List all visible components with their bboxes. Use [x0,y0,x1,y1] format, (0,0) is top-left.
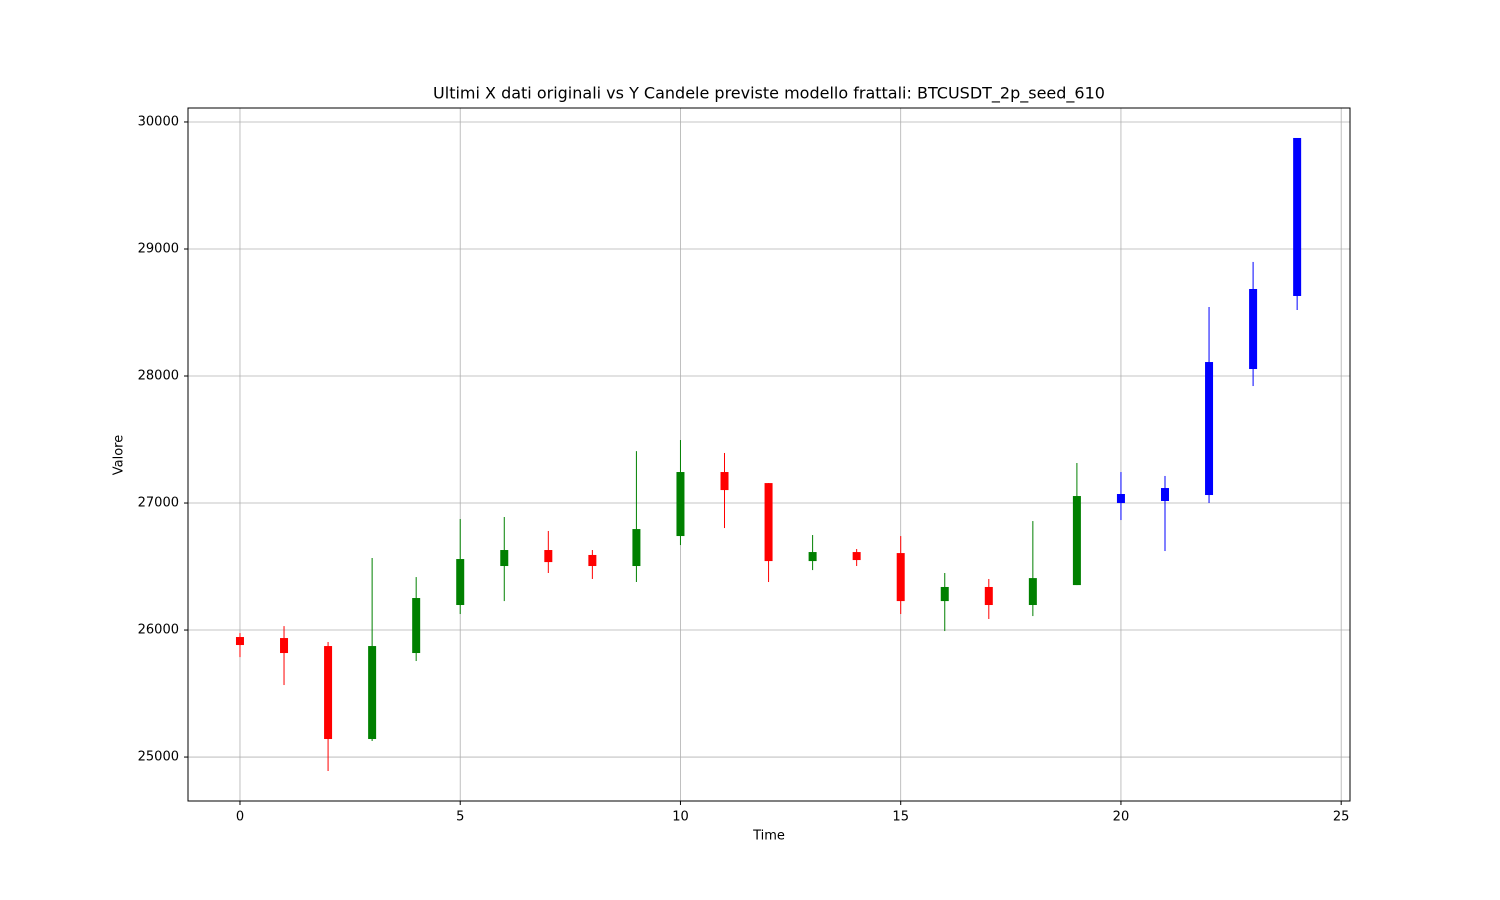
x-tick-label: 20 [1113,810,1130,825]
y-tick-label: 30000 [138,114,179,129]
candle-body [808,552,817,562]
x-axis-label: Time [752,829,785,844]
candle-body [720,472,729,491]
candle-body [984,586,993,606]
x-tick-label: 15 [892,810,909,825]
candle-body [764,483,773,562]
candle-body [588,554,597,567]
candle-body [280,638,289,654]
y-tick-label: 25000 [138,750,179,765]
candle-body [1249,288,1258,370]
candle-body [940,586,949,602]
candle-body [896,553,905,602]
candle-body [632,529,641,567]
candle-body [852,552,861,561]
candle-body [456,559,465,606]
candle-body [1028,578,1037,606]
x-tick-label: 10 [672,810,689,825]
candle-body [544,550,553,563]
y-tick-label: 28000 [138,369,179,384]
candle-body [1293,137,1302,296]
candle-body [324,646,333,740]
candle-body [368,646,377,740]
plot-frame [187,107,1351,802]
y-tick-label: 27000 [138,496,179,511]
x-tick-label: 0 [236,810,244,825]
chart-title: Ultimi X dati originali vs Y Candele pre… [433,84,1105,104]
candle-body [1160,488,1169,501]
candle-body [500,550,509,567]
candle-body [1205,362,1214,496]
y-tick-label: 26000 [138,623,179,638]
candle-body [235,637,244,646]
plot-area [188,108,1350,801]
x-tick-label: 5 [456,810,464,825]
candle-body [412,598,421,654]
y-axis-label: Valore [112,435,127,475]
candle-body [1072,496,1081,586]
x-tick-label: 25 [1333,810,1350,825]
candle-body [676,472,685,537]
y-tick-label: 29000 [138,241,179,256]
candle-body [1116,494,1125,504]
